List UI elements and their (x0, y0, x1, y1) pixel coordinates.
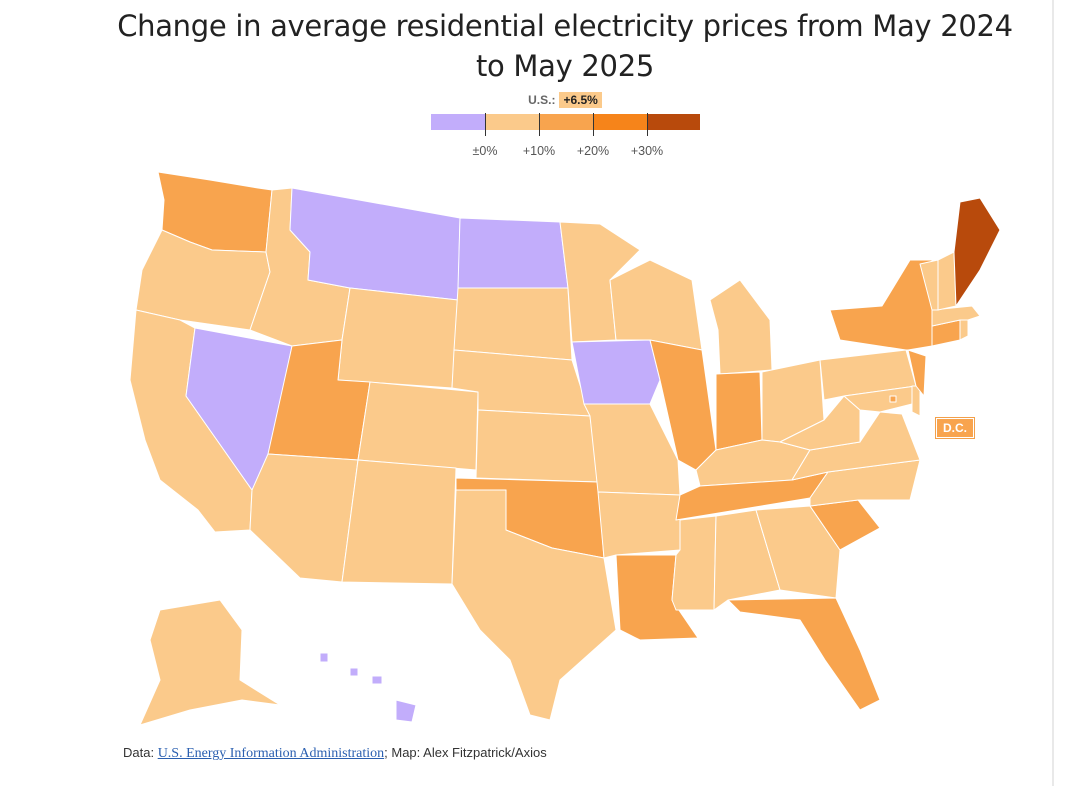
legend-tick-line (647, 113, 648, 136)
credit-prefix: Data: (123, 745, 158, 760)
legend-swatch (593, 114, 647, 130)
state-rhode-island (959, 319, 969, 341)
state-new-hampshire (937, 251, 957, 311)
legend-tick-label: +30% (630, 144, 664, 158)
page-divider (1052, 0, 1054, 786)
us-choropleth-map (129, 171, 1001, 726)
state-hawaii (319, 652, 417, 723)
state-alaska (139, 599, 281, 726)
state-kansas (475, 409, 599, 483)
legend-color-scale (431, 114, 700, 130)
national-average: U.S.: +6.5% (430, 92, 700, 108)
state-massachusetts (931, 305, 981, 327)
state-michigan (709, 279, 773, 375)
state-georgia (755, 505, 841, 599)
national-average-label: U.S.: (528, 93, 556, 107)
state-maryland (843, 385, 917, 413)
state-california (129, 309, 253, 533)
state-colorado (357, 381, 479, 471)
legend-tick-label: +20% (576, 144, 610, 158)
state-south-dakota (453, 287, 573, 361)
state-wyoming (337, 287, 459, 389)
legend-swatch (485, 114, 539, 130)
credit-suffix: ; Map: Alex Fitzpatrick/Axios (384, 745, 547, 760)
state-texas (451, 489, 617, 721)
legend-swatch (431, 114, 485, 130)
state-arizona (249, 453, 359, 583)
eia-source-link[interactable]: U.S. Energy Information Administration (157, 746, 385, 761)
national-average-value: +6.5% (559, 92, 602, 108)
legend-tick-line (539, 113, 540, 136)
state-new-york (829, 259, 933, 351)
source-credit: Data: U.S. Energy Information Administra… (123, 745, 547, 762)
state-missouri (583, 403, 681, 496)
state-district-of-columbia (889, 395, 897, 403)
legend-tick-label: ±0% (472, 144, 498, 158)
legend-swatch (647, 114, 700, 130)
state-wisconsin (609, 259, 703, 351)
chart-title: Change in average residential electricit… (117, 9, 1013, 83)
state-maine (953, 197, 1001, 307)
state-delaware (911, 385, 921, 417)
dc-label: D.C. (935, 417, 975, 439)
state-new-mexico (341, 459, 457, 585)
state-florida (727, 597, 881, 711)
legend-tick-label: +10% (522, 144, 556, 158)
state-arkansas (597, 491, 681, 559)
legend-tick-line (485, 113, 486, 136)
state-new-jersey (907, 349, 927, 397)
legend-swatch (539, 114, 593, 130)
legend-tick-line (593, 113, 594, 136)
state-indiana (715, 371, 763, 451)
state-north-dakota (457, 217, 569, 289)
state-iowa (571, 339, 661, 405)
